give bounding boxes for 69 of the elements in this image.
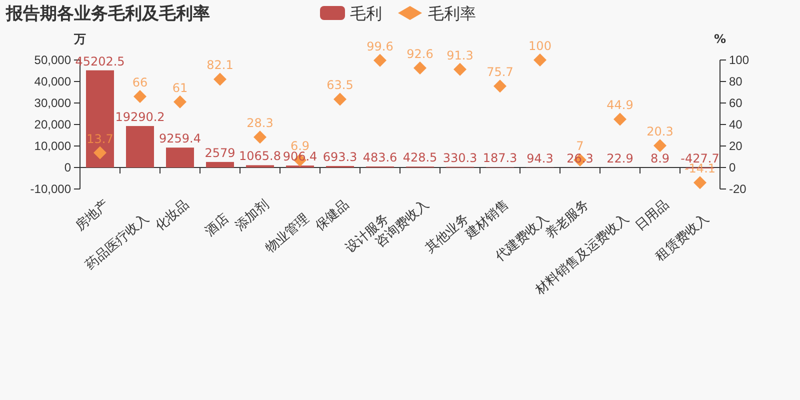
data-label: 99.6 <box>366 39 394 54</box>
point <box>454 62 466 76</box>
data-label: 2579 <box>204 146 236 160</box>
legend-label: 毛利率 <box>428 4 476 23</box>
point <box>694 176 706 190</box>
point <box>134 90 146 104</box>
bar <box>126 126 154 168</box>
data-label: 82.1 <box>206 58 234 72</box>
data-label: 187.3 <box>482 151 518 166</box>
point <box>414 61 426 74</box>
point <box>214 72 226 86</box>
data-label: 693.3 <box>322 150 358 164</box>
y-tick-label: -10,000 <box>30 182 72 196</box>
point <box>654 139 666 152</box>
data-label: 428.5 <box>402 150 438 165</box>
data-label: 45202.5 <box>75 54 125 68</box>
data-label: 44.9 <box>606 98 634 112</box>
data-label: 94.3 <box>526 151 554 166</box>
y-axis-title: 万 <box>73 32 86 46</box>
data-label: 7 <box>576 138 584 153</box>
point <box>334 92 346 106</box>
data-label: 100 <box>528 39 552 53</box>
data-label: 92.6 <box>406 46 434 61</box>
y2-tick-label: 60 <box>729 96 743 110</box>
data-label: 20.3 <box>646 124 674 139</box>
bar <box>166 148 194 168</box>
y2-tick-label: 0 <box>729 160 736 174</box>
y2-axis-title: % <box>714 32 726 46</box>
y2-tick-label: 40 <box>729 117 743 132</box>
data-label: 330.3 <box>442 150 478 165</box>
point <box>374 54 386 67</box>
data-label: 28.3 <box>246 116 274 130</box>
x-tick-label: 酒店 <box>202 210 232 240</box>
x-tick-label: 房地产 <box>72 196 112 234</box>
y-tick-label: 30,000 <box>34 96 72 110</box>
point <box>494 80 506 93</box>
data-label: 63.5 <box>326 78 354 92</box>
data-label: 1065.8 <box>239 149 281 164</box>
x-tick-label: 保健品 <box>312 197 352 234</box>
bar <box>86 70 114 168</box>
data-label: 13.7 <box>86 132 114 146</box>
y2-tick-label: 80 <box>729 74 743 88</box>
point <box>534 54 546 66</box>
x-tick-label: 化妆品 <box>152 197 192 234</box>
y2-tick-label: -20 <box>729 182 747 196</box>
point <box>614 112 626 126</box>
bar <box>206 162 234 168</box>
point <box>254 130 266 144</box>
y-tick-label: 50,000 <box>34 52 72 67</box>
data-label: 8.9 <box>650 151 670 166</box>
data-label: 483.6 <box>362 150 398 164</box>
data-label: 61 <box>172 80 188 95</box>
point <box>174 95 186 108</box>
y-tick-label: 0 <box>64 160 72 174</box>
data-label: 91.3 <box>446 48 474 62</box>
data-label: 22.9 <box>606 151 634 166</box>
y-tick-label: 10,000 <box>34 138 72 153</box>
data-label: 75.7 <box>486 65 514 80</box>
y2-tick-label: 20 <box>729 138 743 153</box>
legend-label: 毛利 <box>350 4 382 23</box>
data-label: 9259.4 <box>159 132 201 146</box>
y2-tick-label: 100 <box>729 52 750 67</box>
y-tick-label: 20,000 <box>34 117 72 132</box>
chart-title: 报告期各业务毛利及毛利率 <box>5 4 210 24</box>
data-label: 66 <box>132 76 148 90</box>
y-tick-label: 40,000 <box>34 74 72 88</box>
x-tick-label: 日用品 <box>632 197 672 234</box>
data-label: 19290.2 <box>115 110 165 124</box>
point <box>94 146 106 160</box>
